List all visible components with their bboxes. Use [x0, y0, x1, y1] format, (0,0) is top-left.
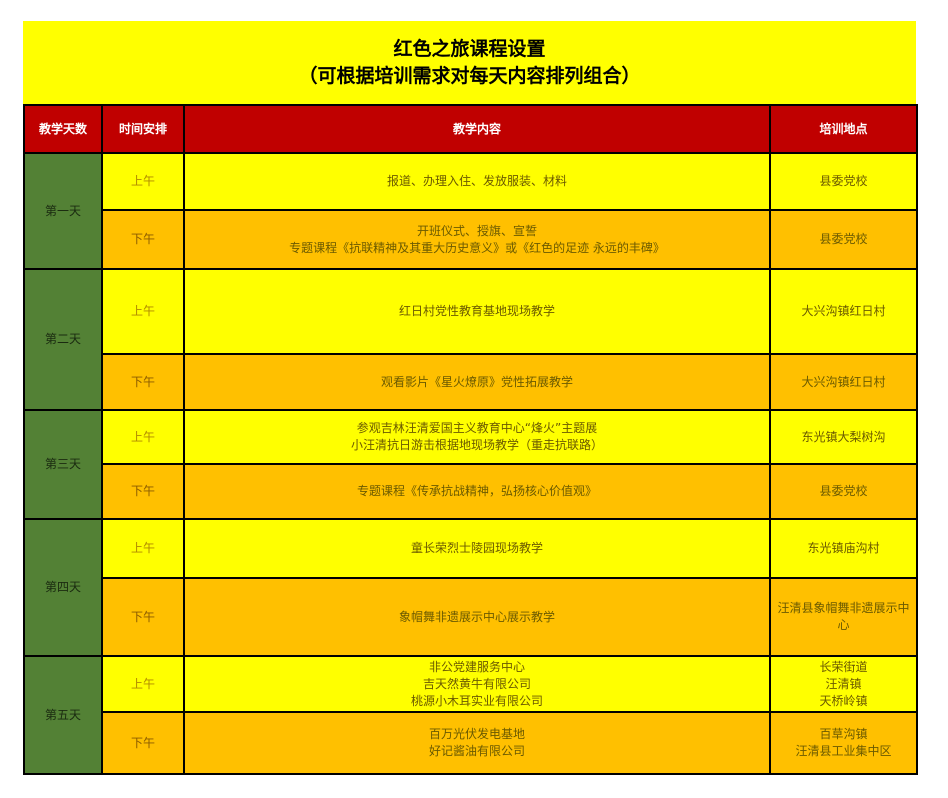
time-cell: 下午 [101, 577, 185, 657]
place-line: 百草沟镇 [819, 727, 868, 741]
table-row: 下午 开班仪式、授旗、宣誓 专题课程《抗联精神及其重大历史意义》或《红色的足迹 永远… [24, 209, 918, 270]
place-line: 长荣街道 [819, 659, 868, 674]
place-line: 大兴沟镇红日村 [801, 374, 886, 389]
place-line: 县委党校 [819, 232, 868, 246]
time-cell: 下午 [101, 209, 185, 270]
place-line: 大兴沟镇红日村 [801, 304, 886, 318]
place-cell: 县委党校 [769, 463, 918, 520]
place-cell: 东光镇庙沟村 [769, 518, 918, 579]
place-cell: 大兴沟镇红日村 [769, 353, 918, 411]
header-day: 教学天数 [23, 104, 103, 154]
content-cell: 红日村党性教育基地现场教学 [183, 268, 771, 355]
time-cell: 上午 [101, 518, 185, 579]
content-cell: 参观吉林汪清爱国主义教育中心“烽火”主题展 小汪清抗日游击根据地现场教学（重走抗联… [183, 409, 771, 465]
content-line: 小汪清抗日游击根据地现场教学（重走抗联路） [350, 438, 603, 452]
place-cell: 县委党校 [769, 209, 918, 270]
day-cell: 第二天 [23, 268, 103, 411]
course-schedule: 红色之旅课程设置 （可根据培训需求对每天内容排列组合） 教学天数 时间安排 教学… [23, 21, 918, 775]
content-cell: 开班仪式、授旗、宣誓专题课程《抗联精神及其重大历史意义》或《红色的足迹 永远的丰… [183, 209, 771, 270]
content-line: 吉天然黄牛有限公司 [422, 676, 531, 691]
time-cell: 下午 [101, 353, 185, 411]
place-cell: 大兴沟镇红日村 [769, 268, 918, 355]
content-line: 专题课程《传承抗战精神，弘扬核心价值观》 [356, 484, 597, 498]
place-cell: 东光镇大梨树沟 [769, 409, 918, 465]
content-line: 好记酱油有限公司 [428, 744, 525, 758]
day-cell: 第一天 [23, 152, 103, 270]
table-row: 第五天 上午 非公党建服务中心 吉天然黄牛有限公司 桃源小木耳实业有限公司 长荣街道 汪清镇… [23, 655, 918, 775]
header-row: 教学天数 时间安排 教学内容 培训地点 [23, 104, 918, 154]
content-cell: 象帽舞非遗展示中心展示教学 [183, 577, 771, 657]
title-line-2: （可根据培训需求对每天内容排列组合） [298, 64, 641, 87]
time-cell: 下午 [101, 711, 185, 775]
place-line: 东光镇大梨树沟 [801, 429, 886, 444]
time-cell: 下午 [101, 463, 185, 520]
content-cell: 童长荣烈士陵园现场教学 [183, 518, 771, 579]
table-row: 第二天 上午 红日村党性教育基地现场教学 大兴沟镇红日村 [23, 268, 918, 411]
content-line: 观看影片《星火燎原》党性拓展教学 [380, 374, 573, 389]
content-line: 参观吉林汪清爱国主义教育中心“烽火”主题展 [356, 421, 598, 435]
content-line: 报道、办理入住、发放服装、材料 [386, 174, 567, 188]
content-line: 专题课程《抗联精神及其重大历史意义》或《红色的足迹 永远的丰碑》 [289, 240, 665, 255]
day-cell: 第三天 [23, 409, 103, 520]
content-cell: 观看影片《星火燎原》党性拓展教学 [183, 353, 771, 411]
table-row: 下午 专题课程《传承抗战精神，弘扬核心价值观》 县委党校 [24, 463, 918, 520]
place-line: 汪清县工业集中区 [795, 744, 892, 758]
header-time: 时间安排 [101, 104, 185, 154]
table-row: 第四天 上午 童长荣烈士陵园现场教学 东光镇庙沟村 [23, 518, 918, 657]
day-cell: 第四天 [23, 518, 103, 657]
place-cell: 汪清县象帽舞非遗展示中心 [769, 577, 918, 657]
header-place: 培训地点 [769, 104, 918, 154]
table-row: 下午 观看影片《星火燎原》党性拓展教学 大兴沟镇红日村 [24, 353, 918, 411]
content-line: 童长荣烈士陵园现场教学 [410, 541, 543, 555]
place-line: 汪清镇 [825, 676, 862, 691]
header-content: 教学内容 [183, 104, 771, 154]
time-cell: 上午 [101, 655, 185, 713]
place-line: 汪清县象帽舞非遗展示中心 [777, 601, 910, 632]
place-line: 县委党校 [819, 174, 868, 188]
table-row: 下午 象帽舞非遗展示中心展示教学 汪清县象帽舞非遗展示中心 [24, 577, 918, 657]
time-cell: 上午 [101, 409, 185, 465]
place-cell: 百草沟镇汪清县工业集中区 [769, 711, 918, 775]
content-line: 桃源小木耳实业有限公司 [410, 693, 543, 708]
table-row: 第三天 上午 参观吉林汪清爱国主义教育中心“烽火”主题展 小汪清抗日游击根据地现场教学… [23, 409, 918, 520]
time-cell: 上午 [101, 268, 185, 355]
content-cell: 专题课程《传承抗战精神，弘扬核心价值观》 [183, 463, 771, 520]
content-line: 百万光伏发电基地 [428, 727, 525, 741]
content-cell: 非公党建服务中心 吉天然黄牛有限公司 桃源小木耳实业有限公司 [183, 655, 771, 713]
time-cell: 上午 [101, 152, 185, 211]
content-line: 象帽舞非遗展示中心展示教学 [398, 609, 555, 624]
place-line: 天桥岭镇 [819, 693, 868, 708]
content-line: 红日村党性教育基地现场教学 [398, 304, 555, 318]
place-line: 东光镇庙沟村 [807, 541, 880, 555]
content-cell: 百万光伏发电基地 好记酱油有限公司 [183, 711, 771, 775]
place-cell: 长荣街道汪清镇天桥岭镇 [769, 655, 918, 713]
content-line: 非公党建服务中心 [428, 659, 525, 674]
table-row: 下午 百万光伏发电基地 好记酱油有限公司 百草沟镇 汪清县工业集中区 [24, 711, 918, 775]
day-cell: 第五天 [23, 655, 103, 775]
place-cell: 县委党校 [769, 152, 918, 211]
page-title: 红色之旅课程设置 （可根据培训需求对每天内容排列组合） [23, 21, 916, 104]
content-line: 开班仪式、授旗、宣誓 [416, 223, 537, 238]
title-line-1: 红色之旅课程设置 [393, 37, 546, 60]
schedule-table: 教学天数 时间安排 教学内容 培训地点 第一天 上午 报道、办理入住、发放服装、材料… [23, 104, 918, 775]
table-row: 第一天 上午 报道、办理入住、发放服装、材料 县委党校 [23, 152, 918, 270]
content-cell: 报道、办理入住、发放服装、材料 [183, 152, 771, 211]
place-line: 县委党校 [819, 484, 868, 498]
